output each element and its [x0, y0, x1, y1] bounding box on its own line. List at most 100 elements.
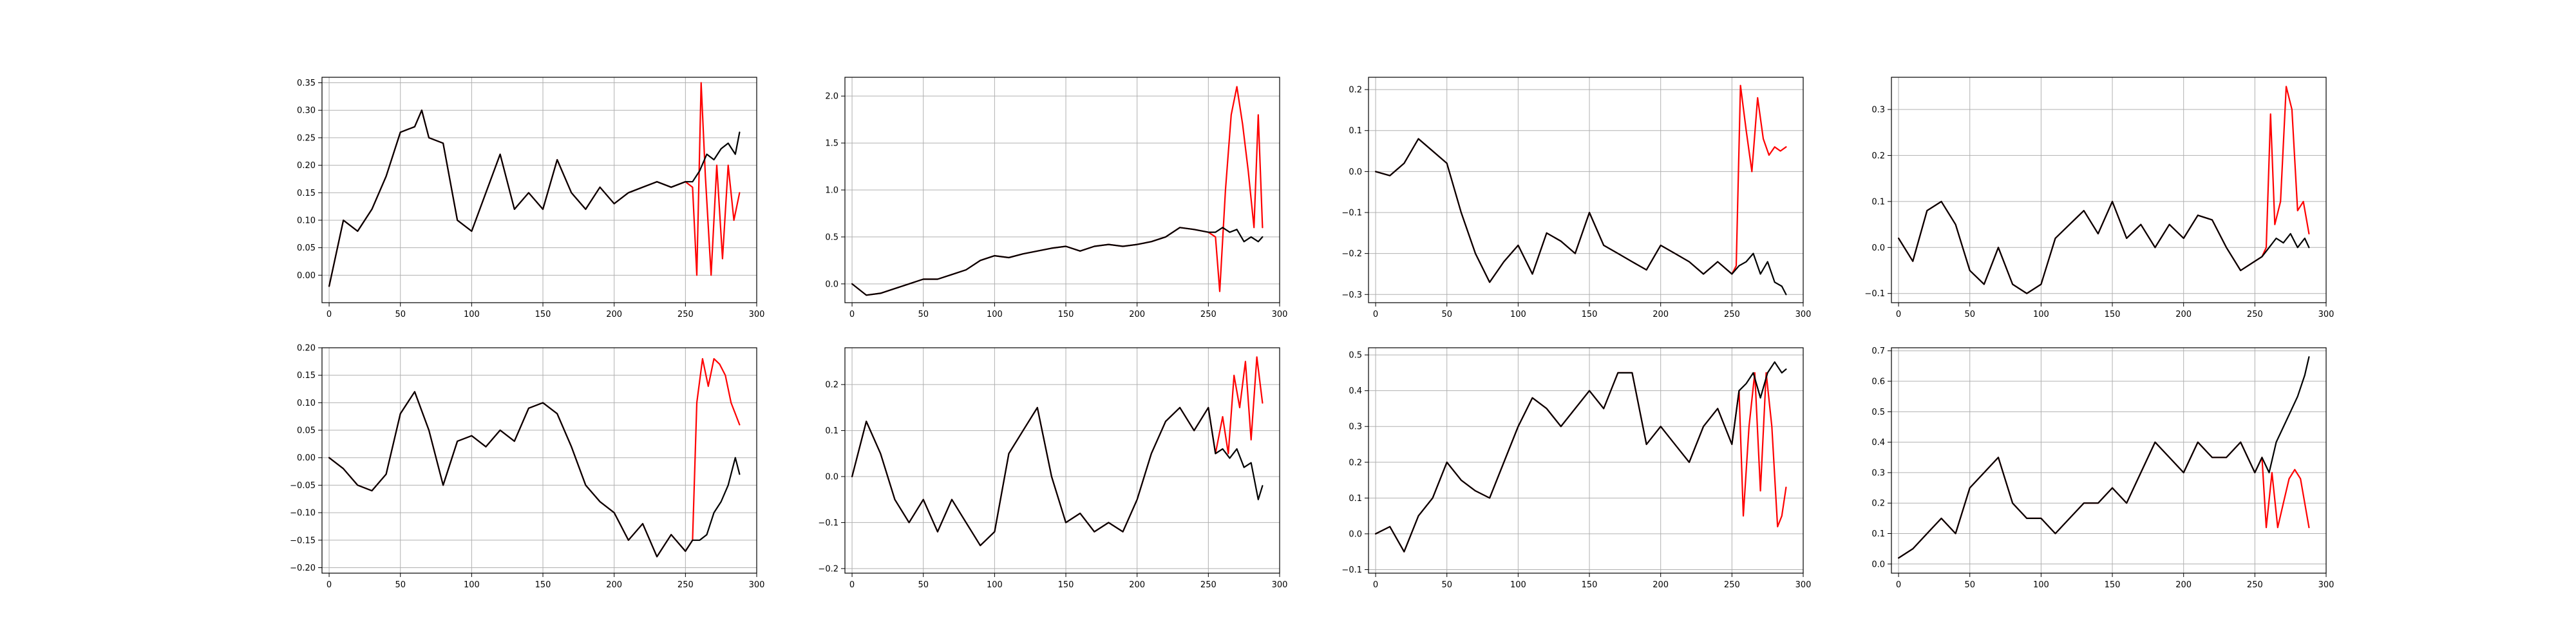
x-tick-label: 250 [1724, 310, 1740, 319]
chart-panel-3: 0 50 100 150 200 250 300 −0.3 −0.2 −0.1 0.0 0.1 0.2 [1341, 77, 1811, 319]
x-tick-label: 50 [918, 580, 929, 590]
y-tick-label: 0.20 [297, 344, 316, 354]
x-tick-label: 300 [1795, 310, 1812, 319]
plot-area [322, 348, 757, 573]
x-tick-label: 250 [677, 580, 694, 590]
x-tick-label: 250 [1724, 580, 1740, 590]
axes-frame [1368, 347, 1804, 574]
x-tick-label: 300 [2318, 580, 2334, 590]
x-tick-label: 150 [2105, 310, 2121, 319]
x-tick-label: 150 [2105, 580, 2121, 590]
x-tick-label: 50 [918, 310, 929, 319]
x-tick-label: 50 [1964, 310, 1975, 319]
axes-frame [844, 347, 1280, 574]
y-tick-label: −0.1 [1864, 289, 1885, 299]
chart-panel-7: 0 50 100 150 200 250 300 −0.1 0.0 0.1 0.2 0.3 0.4 0.5 [1341, 347, 1811, 590]
y-tick-label: 0.30 [297, 106, 316, 116]
series-line-black [1898, 200, 2310, 294]
x-tick-label: 50 [1441, 580, 1452, 590]
axes-frame [321, 77, 757, 303]
x-tick-label: 150 [1582, 310, 1598, 319]
y-tick-label: −0.15 [290, 536, 316, 545]
y-tick-label: 0.2 [1871, 499, 1885, 509]
x-tick-label: 250 [1200, 310, 1217, 319]
series-line-black [328, 109, 741, 287]
x-tick-label: 300 [2318, 310, 2334, 319]
y-tick-label: 0.3 [1871, 106, 1885, 115]
y-tick-label: −0.10 [290, 509, 316, 518]
y-tick-label: 0.4 [1349, 386, 1362, 396]
x-tick-label: 50 [1441, 310, 1452, 319]
y-tick-label: 0.00 [297, 271, 316, 281]
x-tick-label: 100 [1510, 580, 1526, 590]
x-tick-label: 0 [849, 310, 855, 319]
series-line-black [851, 227, 1264, 296]
series-line-black [851, 406, 1264, 547]
y-tick-label: −0.2 [818, 564, 838, 574]
x-tick-label: 200 [606, 310, 622, 319]
x-tick-label: 100 [2033, 580, 2049, 590]
y-tick-label: 0.1 [1349, 494, 1362, 504]
x-tick-label: 100 [987, 310, 1003, 319]
y-tick-label: 1.0 [825, 186, 838, 196]
x-tick-label: 50 [395, 580, 406, 590]
y-tick-label: 0.5 [1349, 351, 1362, 361]
y-tick-label: 0.15 [297, 189, 316, 198]
x-tick-label: 200 [1653, 310, 1669, 319]
x-tick-label: 300 [749, 310, 765, 319]
chart-panel-8: 0 50 100 150 200 250 300 0.0 0.1 0.2 0.3 0.4 0.5 0.6 0… [1871, 346, 2334, 590]
y-tick-label: −0.1 [1341, 209, 1362, 218]
y-tick-label: 0.00 [297, 453, 316, 463]
y-tick-label: 0.2 [1871, 151, 1885, 161]
y-tick-label: 0.0 [1871, 243, 1885, 253]
y-tick-label: 0.7 [1871, 346, 1885, 356]
x-tick-label: 50 [1964, 580, 1975, 590]
x-tick-label: 250 [2247, 580, 2263, 590]
y-tick-label: 0.1 [1349, 126, 1362, 136]
y-tick-label: −0.1 [818, 518, 838, 528]
x-tick-label: 200 [1129, 580, 1145, 590]
y-tick-label: −0.05 [290, 481, 316, 491]
y-tick-label: 0.3 [1871, 468, 1885, 478]
x-tick-label: 100 [1510, 310, 1526, 319]
x-tick-label: 300 [749, 580, 765, 590]
x-tick-label: 100 [987, 580, 1003, 590]
y-tick-label: 0.1 [1871, 197, 1885, 207]
x-tick-label: 200 [2175, 580, 2192, 590]
series-line-black [1375, 138, 1787, 296]
y-tick-label: 0.4 [1871, 438, 1885, 448]
x-tick-label: 100 [464, 580, 480, 590]
x-tick-label: 150 [1058, 310, 1074, 319]
x-tick-label: 0 [327, 580, 332, 590]
x-tick-label: 150 [535, 580, 551, 590]
axes-frame [321, 347, 757, 574]
y-tick-label: 0.0 [1871, 560, 1885, 569]
x-tick-label: 150 [1582, 580, 1598, 590]
y-tick-label: 0.0 [1349, 529, 1362, 539]
x-tick-label: 250 [677, 310, 694, 319]
y-tick-label: 0.05 [297, 426, 316, 436]
x-tick-label: 0 [1896, 580, 1901, 590]
plot-area [1891, 348, 2326, 573]
y-tick-label: 0.2 [825, 381, 838, 390]
chart-panel-6: 0 50 100 150 200 250 300 −0.2 −0.1 0.0 0.1 0.2 [818, 347, 1287, 590]
axes-frame [1368, 77, 1804, 303]
x-tick-label: 200 [1653, 580, 1669, 590]
chart-panel-1: 0 50 100 150 200 250 300 0.00 0.05 0.10 0.15 0.20 0.… [297, 77, 764, 319]
plot-area [1368, 348, 1803, 573]
series-line-black [328, 391, 741, 558]
y-tick-label: 0.05 [297, 243, 316, 253]
x-tick-label: 300 [1272, 310, 1288, 319]
y-tick-label: 0.0 [825, 279, 838, 289]
x-tick-label: 200 [2175, 310, 2192, 319]
y-tick-label: 0.35 [297, 79, 316, 88]
x-tick-label: 0 [1373, 310, 1378, 319]
plot-area [322, 77, 757, 303]
y-tick-label: 0.0 [825, 473, 838, 482]
y-tick-label: 0.5 [1871, 408, 1885, 417]
x-tick-label: 100 [2033, 310, 2049, 319]
chart-panel-5: 0 50 100 150 200 250 300 −0.20 −0.15 −0.10 −0.05 0.… [290, 344, 764, 591]
plot-area [1368, 77, 1803, 303]
x-tick-label: 0 [327, 310, 332, 319]
x-tick-label: 200 [606, 580, 622, 590]
